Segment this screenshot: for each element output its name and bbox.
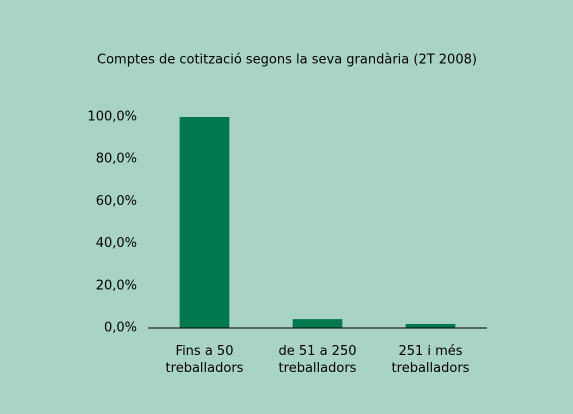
chart-title: Comptes de cotització segons la seva gra… [97, 53, 477, 68]
y-tick-label: 20,0% [96, 278, 137, 293]
bar [179, 117, 230, 328]
x-tick-label: 251 i més treballadors [391, 344, 470, 376]
y-tick-label: 40,0% [96, 236, 137, 251]
bar [405, 323, 456, 328]
y-tick-label: 100,0% [87, 110, 137, 125]
y-tick-label: 60,0% [96, 194, 137, 209]
x-tick-label: Fins a 50 treballadors [165, 344, 244, 376]
bar [292, 319, 343, 328]
y-tick-label: 0,0% [104, 321, 137, 336]
x-tick-label: de 51 a 250 treballadors [278, 344, 357, 376]
y-tick-label: 80,0% [96, 152, 137, 167]
